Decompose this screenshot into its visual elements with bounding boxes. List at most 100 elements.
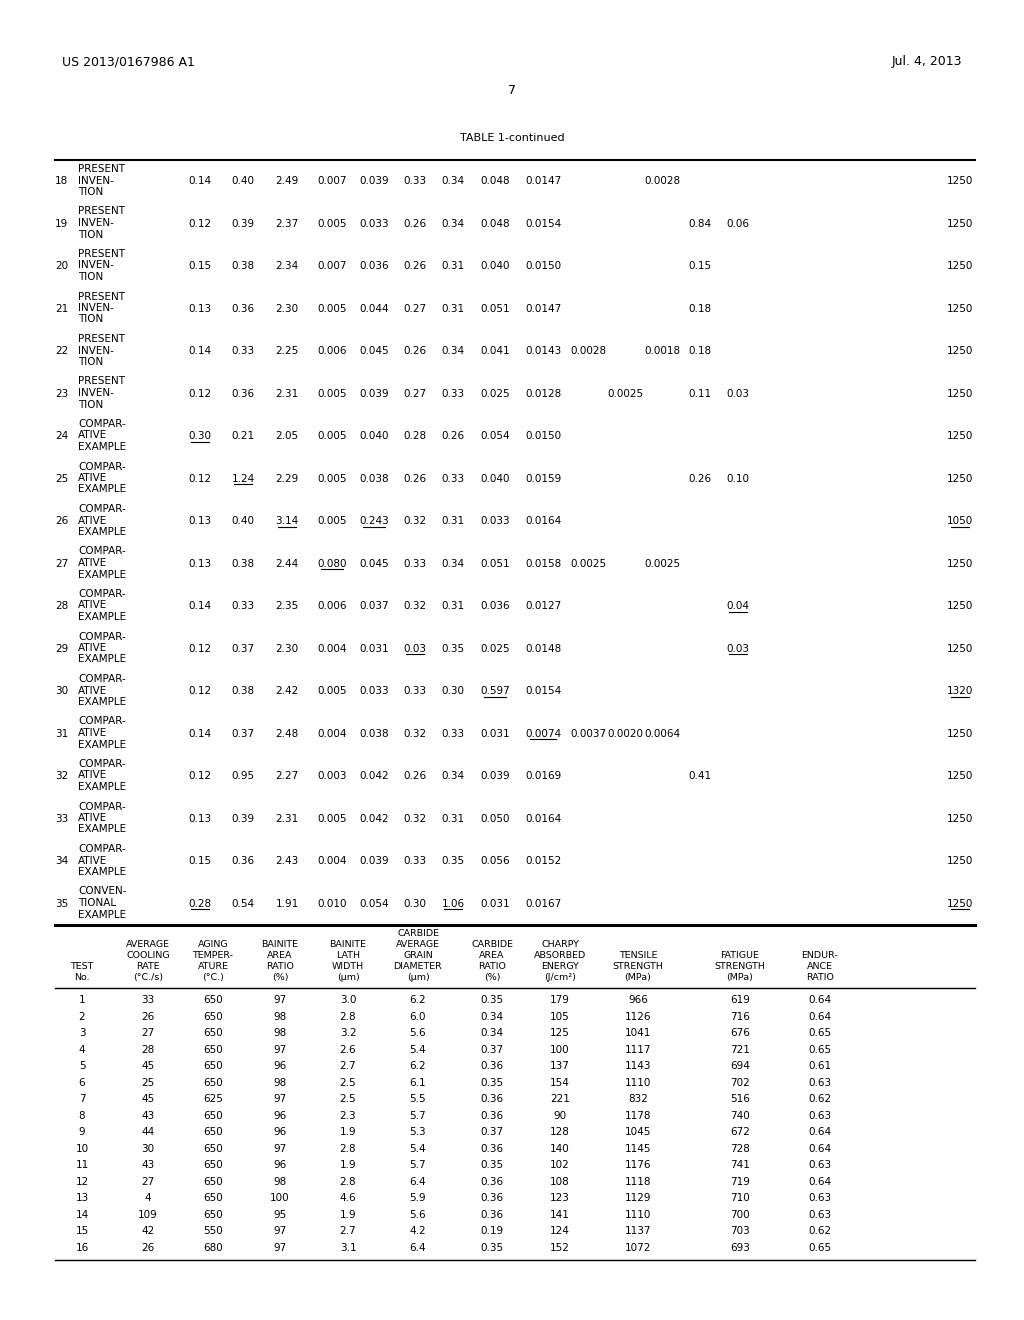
Text: 2.29: 2.29 xyxy=(275,474,299,483)
Text: 105: 105 xyxy=(550,1011,570,1022)
Text: 0.005: 0.005 xyxy=(317,389,347,399)
Text: 27: 27 xyxy=(141,1028,155,1039)
Text: ATIVE: ATIVE xyxy=(78,558,108,568)
Text: 4.6: 4.6 xyxy=(340,1193,356,1204)
Text: 0.33: 0.33 xyxy=(403,686,427,696)
Text: GRAIN: GRAIN xyxy=(403,950,433,960)
Text: 1137: 1137 xyxy=(625,1226,651,1237)
Text: 6.2: 6.2 xyxy=(410,1061,426,1072)
Text: EXAMPLE: EXAMPLE xyxy=(78,612,126,622)
Text: 1250: 1250 xyxy=(947,771,973,781)
Text: 0.033: 0.033 xyxy=(359,686,389,696)
Text: 0.37: 0.37 xyxy=(231,729,255,739)
Text: 625: 625 xyxy=(203,1094,223,1105)
Text: 2.25: 2.25 xyxy=(275,346,299,356)
Text: 100: 100 xyxy=(550,1044,569,1055)
Text: EXAMPLE: EXAMPLE xyxy=(78,739,126,750)
Text: 0.36: 0.36 xyxy=(231,389,255,399)
Text: 33: 33 xyxy=(54,813,68,824)
Text: 0.37: 0.37 xyxy=(480,1127,504,1138)
Text: 516: 516 xyxy=(730,1094,750,1105)
Text: 96: 96 xyxy=(273,1160,287,1171)
Text: 108: 108 xyxy=(550,1176,570,1187)
Text: 0.243: 0.243 xyxy=(359,516,389,527)
Text: 0.35: 0.35 xyxy=(441,857,465,866)
Text: 0.36: 0.36 xyxy=(480,1143,504,1154)
Text: 1250: 1250 xyxy=(947,813,973,824)
Text: 0.007: 0.007 xyxy=(317,177,347,186)
Text: 0.15: 0.15 xyxy=(688,261,712,271)
Text: 0.12: 0.12 xyxy=(188,219,212,228)
Text: ATURE: ATURE xyxy=(198,962,228,972)
Text: 0.0148: 0.0148 xyxy=(525,644,561,653)
Text: 2.31: 2.31 xyxy=(275,813,299,824)
Text: 0.65: 0.65 xyxy=(808,1028,831,1039)
Text: ATIVE: ATIVE xyxy=(78,729,108,738)
Text: 0.31: 0.31 xyxy=(441,813,465,824)
Text: 1117: 1117 xyxy=(625,1044,651,1055)
Text: 0.040: 0.040 xyxy=(359,432,389,441)
Text: 25: 25 xyxy=(141,1077,155,1088)
Text: (%): (%) xyxy=(271,973,288,982)
Text: 26: 26 xyxy=(141,1011,155,1022)
Text: 2.8: 2.8 xyxy=(340,1143,356,1154)
Text: 0.37: 0.37 xyxy=(231,644,255,653)
Text: 728: 728 xyxy=(730,1143,750,1154)
Text: 6: 6 xyxy=(79,1077,85,1088)
Text: (MPa): (MPa) xyxy=(727,973,754,982)
Text: TION: TION xyxy=(78,356,103,367)
Text: 0.038: 0.038 xyxy=(359,474,389,483)
Text: INVEN-: INVEN- xyxy=(78,388,114,399)
Text: 0.26: 0.26 xyxy=(688,474,712,483)
Text: 693: 693 xyxy=(730,1242,750,1253)
Text: 0.051: 0.051 xyxy=(480,304,510,314)
Text: 6.4: 6.4 xyxy=(410,1242,426,1253)
Text: 2: 2 xyxy=(79,1011,85,1022)
Text: 650: 650 xyxy=(203,1028,223,1039)
Text: 0.0074: 0.0074 xyxy=(525,729,561,739)
Text: 45: 45 xyxy=(141,1094,155,1105)
Text: COMPAR-: COMPAR- xyxy=(78,631,126,642)
Text: 12: 12 xyxy=(76,1176,89,1187)
Text: 31: 31 xyxy=(54,729,68,739)
Text: 0.005: 0.005 xyxy=(317,516,347,527)
Text: 0.045: 0.045 xyxy=(359,558,389,569)
Text: 0.64: 0.64 xyxy=(808,1143,831,1154)
Text: 1250: 1250 xyxy=(947,729,973,739)
Text: 740: 740 xyxy=(730,1110,750,1121)
Text: 43: 43 xyxy=(141,1160,155,1171)
Text: 43: 43 xyxy=(141,1110,155,1121)
Text: 1.9: 1.9 xyxy=(340,1160,356,1171)
Text: 0.0154: 0.0154 xyxy=(525,686,561,696)
Text: 0.005: 0.005 xyxy=(317,474,347,483)
Text: LATH: LATH xyxy=(336,950,360,960)
Text: 3: 3 xyxy=(79,1028,85,1039)
Text: 97: 97 xyxy=(273,1094,287,1105)
Text: WIDTH: WIDTH xyxy=(332,962,365,972)
Text: TION: TION xyxy=(78,187,103,197)
Text: 0.27: 0.27 xyxy=(403,304,427,314)
Text: 1.24: 1.24 xyxy=(231,474,255,483)
Text: COOLING: COOLING xyxy=(126,950,170,960)
Text: 98: 98 xyxy=(273,1028,287,1039)
Text: TEMPER-: TEMPER- xyxy=(193,950,233,960)
Text: 0.033: 0.033 xyxy=(359,219,389,228)
Text: EXAMPLE: EXAMPLE xyxy=(78,484,126,495)
Text: 5.4: 5.4 xyxy=(410,1044,426,1055)
Text: 29: 29 xyxy=(54,644,68,653)
Text: 1250: 1250 xyxy=(947,601,973,611)
Text: 124: 124 xyxy=(550,1226,570,1237)
Text: EXAMPLE: EXAMPLE xyxy=(78,697,126,708)
Text: 3.14: 3.14 xyxy=(275,516,299,527)
Text: 0.38: 0.38 xyxy=(231,261,255,271)
Text: 650: 650 xyxy=(203,1011,223,1022)
Text: TABLE 1-continued: TABLE 1-continued xyxy=(460,133,564,143)
Text: 0.54: 0.54 xyxy=(231,899,255,908)
Text: PRESENT: PRESENT xyxy=(78,206,125,216)
Text: 3.0: 3.0 xyxy=(340,995,356,1006)
Text: 0.26: 0.26 xyxy=(441,432,465,441)
Text: 1250: 1250 xyxy=(947,857,973,866)
Text: 650: 650 xyxy=(203,1160,223,1171)
Text: 716: 716 xyxy=(730,1011,750,1022)
Text: 619: 619 xyxy=(730,995,750,1006)
